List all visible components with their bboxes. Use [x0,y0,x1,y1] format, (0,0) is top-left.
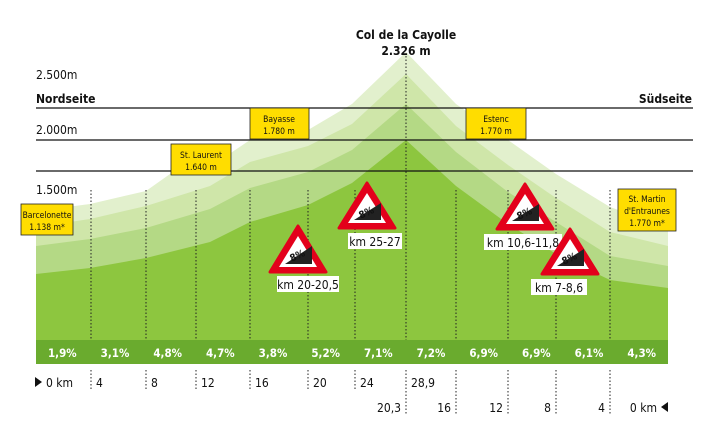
elevation-label-1500: 1.500m [36,183,77,197]
km-north-label: 20 [313,376,327,390]
gradient-label: 3,8% [259,346,288,360]
place-bayasse: Bayasse 1.780 m [249,107,310,140]
steep-range: km 10,6-11,8 [487,236,559,250]
elevation-label-2500: 2.500m [36,68,77,82]
north-direction-arrow-icon [35,377,42,387]
km-north-label: 16 [255,376,269,390]
gradient-band [36,340,668,364]
km-south-label: 20,3 [377,401,401,415]
place-barcelonette: Barcelonette 1.138 m* [20,203,74,236]
km-north-label: 4 [96,376,103,390]
gradient-label: 1,9% [48,346,77,360]
km-north-label: 8 [151,376,158,390]
steep-range: km 20-20,5 [277,278,339,292]
km-axis-south: 20,3 16 12 8 4 [377,401,605,415]
place-elevation: 1.780 m [263,127,295,137]
elevation-label-2000: 2.000m [36,123,77,137]
south-direction-arrow-icon [661,402,668,412]
place-st-martin-dentraunes: St. Martin d'Entraunes 1.770 m* [617,188,677,232]
gradient-labels: 1,9% 3,1% 4,8% 4,7% 3,8% 5,2% 7,1% 7,2% 6,9% 6,9%… [48,346,657,360]
gradient-label: 6,9% [522,346,551,360]
gradient-label: 7,2% [417,346,446,360]
steep-sign-km-20-20-5: 8% km 20-20,5 [268,224,339,292]
gradient-label: 4,7% [206,346,235,360]
km-north-label: 12 [201,376,215,390]
km-north-label: 28,9 [411,376,435,390]
km-south-label: 8 [544,401,551,415]
km-south-label: 16 [437,401,451,415]
place-name-line-1: St. Martin [628,195,665,205]
steep-sign-km-7-8-6: 8% km 7-8,6 [531,227,600,295]
warning-triangle-icon: 8% [540,227,600,276]
north-side-label: Nordseite [36,92,95,106]
summit-elevation: 2.326 m [381,44,430,58]
place-name: Bayasse [263,115,295,125]
km-axis-north: 4 8 12 16 20 24 28,9 [96,376,435,390]
gradient-label: 4,8% [153,346,182,360]
place-name: Barcelonette [23,211,72,221]
steep-sign-km-25-27: 8% km 25-27 [337,181,402,249]
gradient-label: 4,3% [627,346,656,360]
warning-triangle-icon: 8% [337,181,397,230]
gradient-label: 6,1% [575,346,604,360]
gradient-label: 3,1% [101,346,130,360]
place-estenc: Estenc 1.770 m [465,107,527,140]
gradient-label: 5,2% [311,346,340,360]
place-name: St. Laurent [180,151,222,161]
place-elevation: 1.770 m* [629,219,665,229]
north-start-km: 0 km [46,376,73,390]
steep-range: km 25-27 [349,235,401,249]
place-elevation: 1.770 m [480,127,512,137]
km-south-label: 4 [598,401,605,415]
place-st-laurent: St. Laurent 1.640 m [170,143,232,176]
steep-sign-km-10-6-11-8: 8% km 10,6-11,8 [484,182,562,250]
south-side-label: Südseite [639,92,692,106]
summit-name: Col de la Cayolle [356,28,456,42]
gradient-label: 6,9% [469,346,498,360]
km-south-label: 12 [489,401,503,415]
place-elevation: 1.640 m [185,163,217,173]
place-elevation: 1.138 m* [29,223,65,233]
warning-triangle-icon: 8% [268,224,328,274]
place-name: Estenc [483,115,509,125]
steep-range: km 7-8,6 [535,281,583,295]
warning-triangle-icon: 8% [495,182,555,231]
south-start-km: 0 km [630,401,657,415]
km-north-label: 24 [360,376,374,390]
place-name-line-2: d'Entraunes [624,207,670,217]
gradient-label: 7,1% [364,346,393,360]
